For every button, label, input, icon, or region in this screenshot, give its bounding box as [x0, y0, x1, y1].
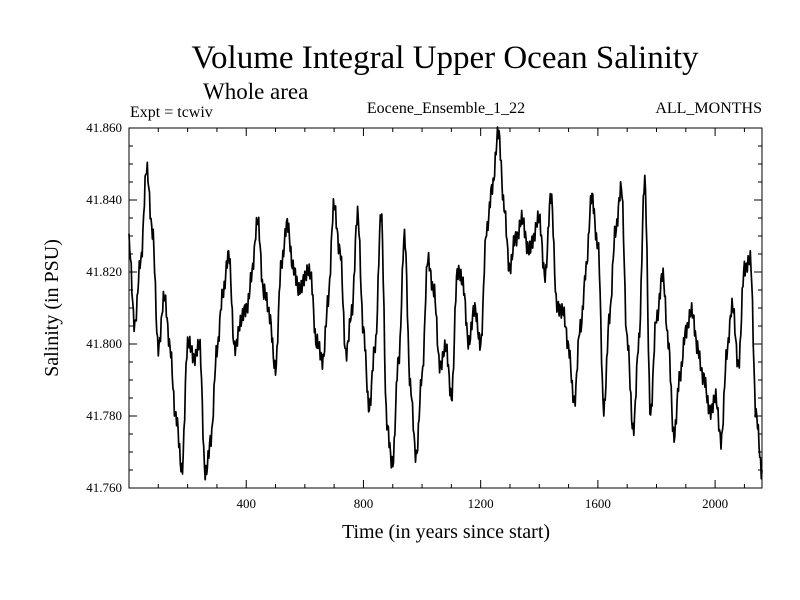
plot-frame	[128, 127, 763, 489]
y-tick-label: 41.840	[86, 192, 122, 207]
x-tick-label: 1600	[585, 496, 611, 511]
y-axis: 41.760 41.780 41.800 41.820 41.840 41.860	[86, 120, 762, 495]
x-tick-label: 2000	[702, 496, 728, 511]
x-axis: 400 800 1200 1600 2000	[157, 128, 745, 511]
ensemble-label: Eocene_Ensemble_1_22	[367, 100, 525, 117]
x-tick-label: 800	[354, 496, 374, 511]
y-tick-label: 41.820	[86, 264, 122, 279]
chart-subtitle: Whole area	[203, 79, 308, 104]
salinity-series-line	[128, 126, 763, 481]
y-tick-label: 41.760	[86, 480, 122, 495]
x-tick-label: 400	[236, 496, 256, 511]
expt-label: Expt = tcwiv	[130, 104, 213, 121]
months-label: ALL_MONTHS	[655, 100, 762, 117]
y-axis-label: Salinity (in PSU)	[41, 239, 63, 377]
y-tick-label: 41.800	[86, 336, 122, 351]
plot-area: 400 800 1200 1600 2000 41.76041.78041.80041.…	[86, 120, 763, 511]
x-axis-label: Time (in years since start)	[342, 521, 550, 543]
x-tick-label: 1200	[468, 496, 494, 511]
y-tick-label: 41.780	[86, 408, 122, 423]
y-tick-label: 41.860	[86, 120, 122, 135]
chart-title: Volume Integral Upper Ocean Salinity	[191, 40, 699, 76]
